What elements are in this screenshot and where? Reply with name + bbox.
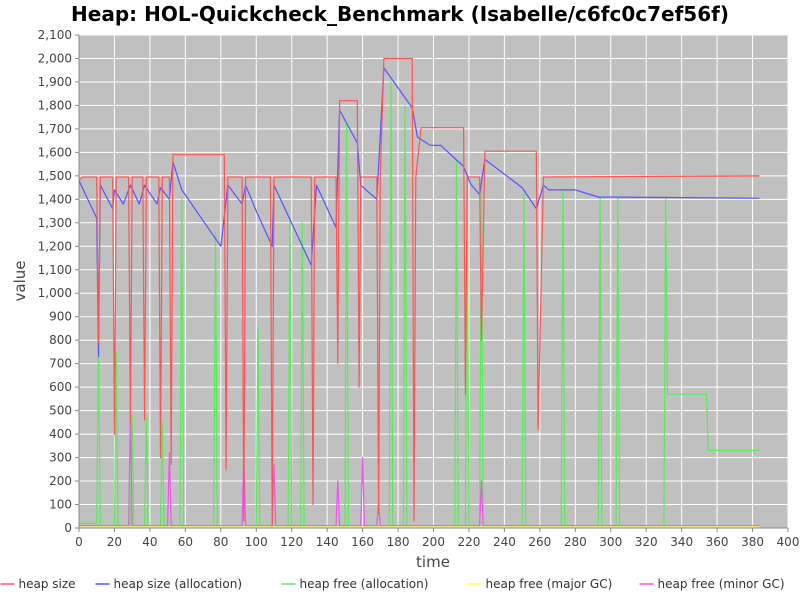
x-tick-label: 160 xyxy=(351,535,374,549)
legend-item-heap-free-major-gc: heap free (major GC) xyxy=(467,577,613,591)
y-tick-label: 2,100 xyxy=(38,28,72,42)
grid-layer xyxy=(78,34,789,529)
chart-title: Heap: HOL-Quickcheck_Benchmark (Isabelle… xyxy=(71,2,729,26)
y-tick-label: 900 xyxy=(49,310,72,324)
x-tick-label: 280 xyxy=(564,535,587,549)
x-tick-label: 220 xyxy=(457,535,480,549)
x-tick-label: 40 xyxy=(142,535,157,549)
series-layer xyxy=(78,57,760,528)
x-tick-label: 140 xyxy=(316,535,339,549)
y-axis-label: value xyxy=(11,261,29,302)
y-ticks: 0 100 200 300 400 500 600 700 800 900 1,000 1,100 1,… xyxy=(38,28,79,535)
x-tick-label: 80 xyxy=(213,535,228,549)
x-tick-label: 100 xyxy=(245,535,268,549)
x-tick-label: 340 xyxy=(670,535,693,549)
y-tick-label: 100 xyxy=(49,498,72,512)
x-tick-label: 380 xyxy=(741,535,764,549)
legend-item-heap-free-minor-gc: heap free (minor GC) xyxy=(639,577,785,591)
y-tick-label: 1,800 xyxy=(38,98,72,112)
x-tick-label: 60 xyxy=(178,535,193,549)
x-tick-label: 20 xyxy=(107,535,122,549)
legend-item-heap-size: heap size xyxy=(0,577,76,591)
y-tick-label: 400 xyxy=(49,427,72,441)
x-tick-label: 200 xyxy=(422,535,445,549)
x-tick-label: 0 xyxy=(75,535,83,549)
y-tick-label: 800 xyxy=(49,333,72,347)
legend-label: heap free (allocation) xyxy=(300,577,429,591)
legend-item-heap-free-allocation: heap free (allocation) xyxy=(281,577,429,591)
series-line-heap-free-minor-gc xyxy=(79,414,760,527)
y-tick-label: 1,500 xyxy=(38,169,72,183)
y-tick-label: 1,100 xyxy=(38,263,72,277)
x-axis-label: time xyxy=(416,553,450,571)
legend: heap size heap size (allocation) heap free… xyxy=(0,577,785,591)
x-tick-label: 360 xyxy=(706,535,729,549)
legend-label: heap free (major GC) xyxy=(486,577,613,591)
y-tick-label: 1,400 xyxy=(38,192,72,206)
x-tick-label: 120 xyxy=(280,535,303,549)
y-tick-label: 200 xyxy=(49,474,72,488)
x-tick-label: 240 xyxy=(493,535,516,549)
y-tick-label: 300 xyxy=(49,451,72,465)
x-tick-label: 320 xyxy=(635,535,658,549)
series-line-heap-size xyxy=(78,57,760,527)
legend-label: heap size (allocation) xyxy=(114,577,243,591)
legend-item-heap-size-allocation: heap size (allocation) xyxy=(95,577,243,591)
y-tick-label: 1,900 xyxy=(38,75,72,89)
y-tick-label: 1,000 xyxy=(38,286,72,300)
x-tick-label: 260 xyxy=(528,535,551,549)
y-tick-label: 1,600 xyxy=(38,145,72,159)
x-tick-label: 180 xyxy=(387,535,410,549)
x-tick-label: 400 xyxy=(777,535,800,549)
x-tick-label: 300 xyxy=(599,535,622,549)
x-ticks: 0 20 40 60 80 100 120 140 160 180 200 220 240 260 280 3… xyxy=(75,528,799,549)
legend-label: heap free (minor GC) xyxy=(658,577,785,591)
y-tick-label: 500 xyxy=(49,404,72,418)
y-tick-label: 1,200 xyxy=(38,239,72,253)
y-tick-label: 1,700 xyxy=(38,122,72,136)
y-tick-label: 600 xyxy=(49,380,72,394)
y-tick-label: 0 xyxy=(64,521,72,535)
legend-label: heap size xyxy=(19,577,76,591)
y-tick-label: 2,000 xyxy=(38,51,72,65)
y-tick-label: 1,300 xyxy=(38,216,72,230)
y-tick-label: 700 xyxy=(49,357,72,371)
